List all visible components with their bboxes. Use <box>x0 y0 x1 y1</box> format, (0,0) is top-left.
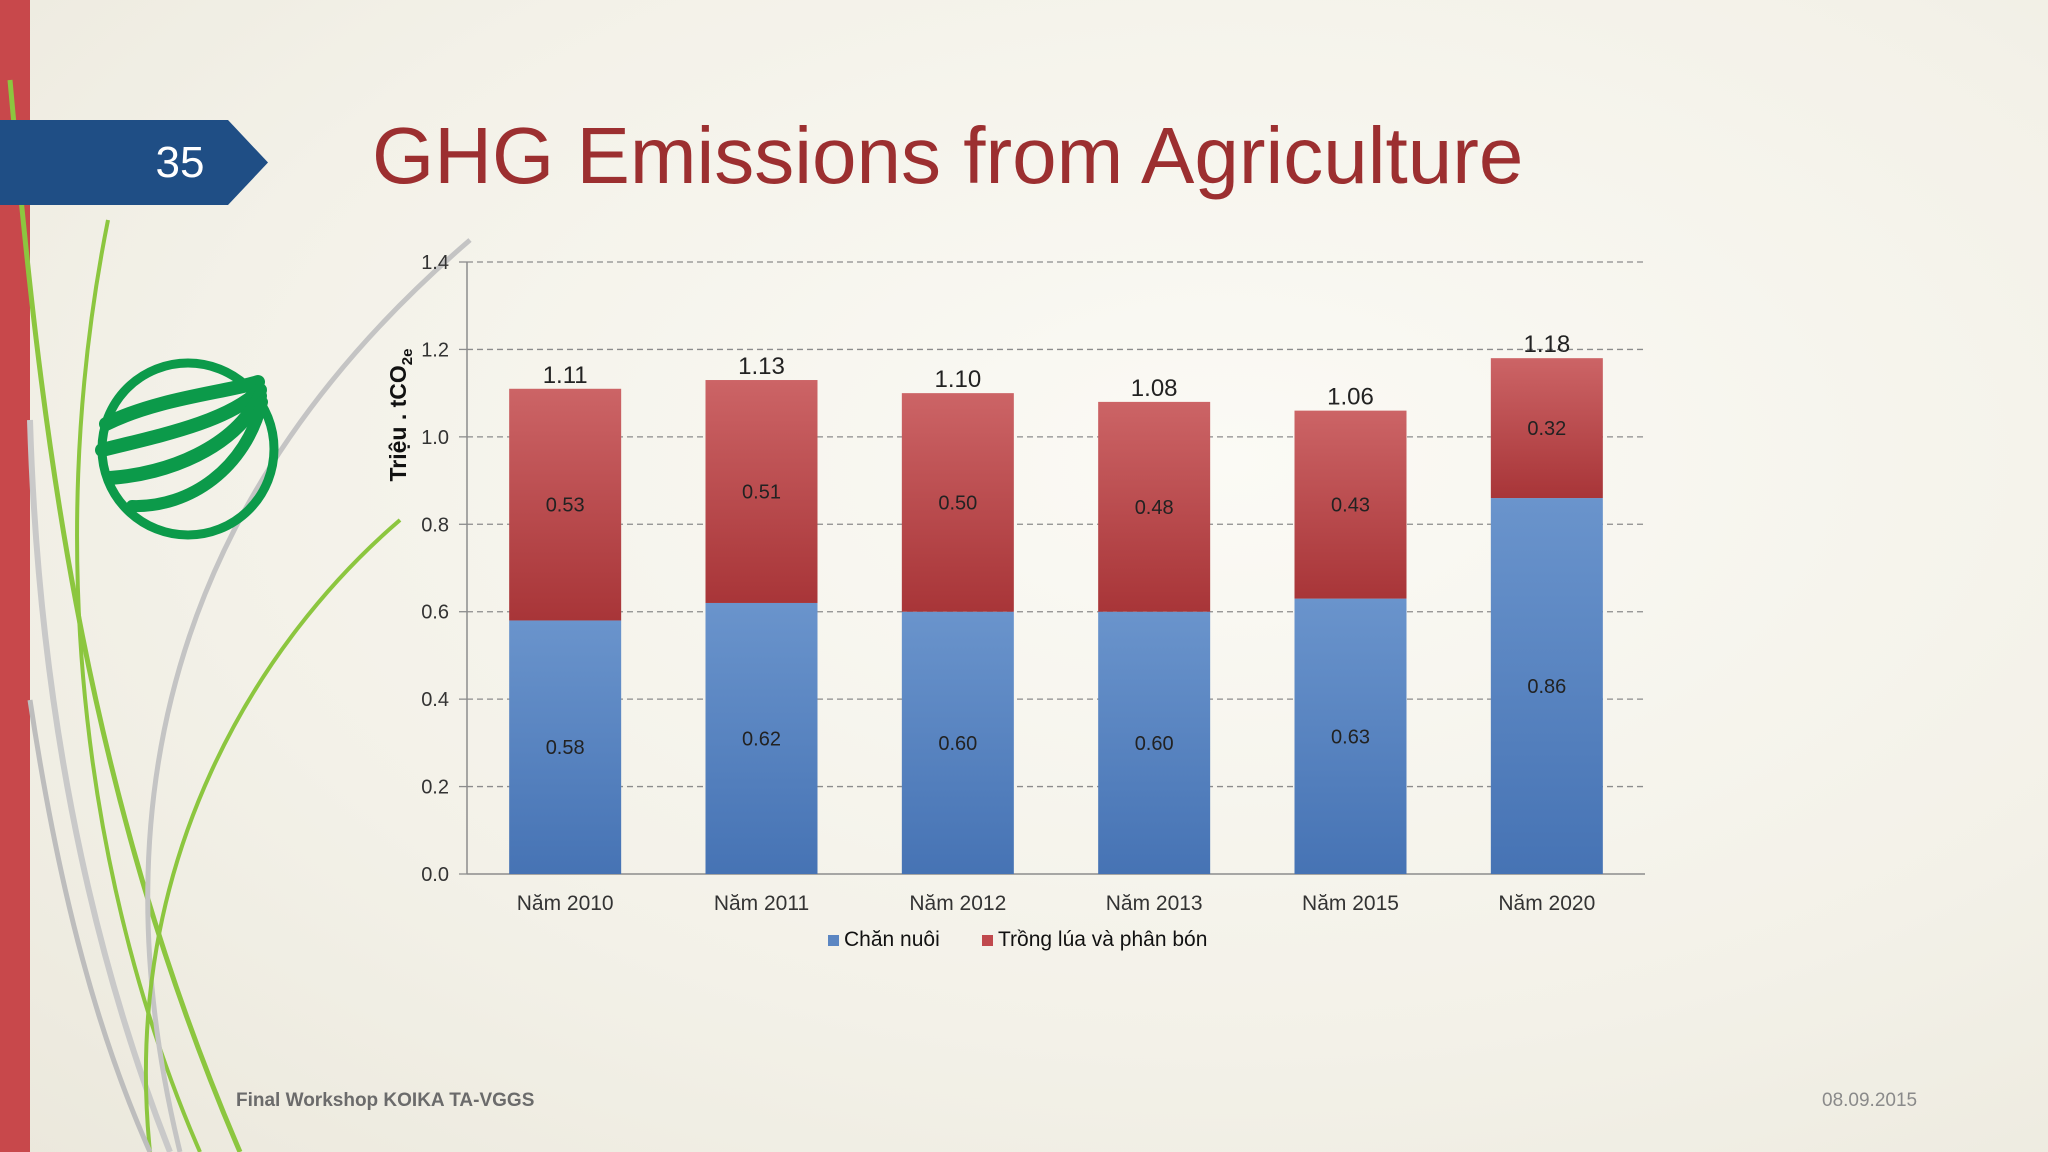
bar-chan-nuoi <box>1490 498 1603 874</box>
swoosh-green-3 <box>144 518 402 1152</box>
bar-total-label: 1.06 <box>1327 384 1374 411</box>
y-tick-label: 0.8 <box>421 514 449 536</box>
y-tick-label: 1.0 <box>421 427 449 449</box>
bar-total-label: 1.13 <box>738 353 785 380</box>
y-axis-label-subscript: 2e <box>399 349 416 366</box>
bar-value-label: 0.62 <box>742 728 781 750</box>
bar-value-label: 0.63 <box>1331 726 1370 748</box>
y-axis-label: Triệu . tCO2e <box>385 349 416 482</box>
chart-axes: 0.0 0.2 0.4 0.6 0.8 1.0 1.2 1.4 Triệu . tCO2e <box>385 252 1645 886</box>
swoosh-grey-2 <box>27 419 173 1152</box>
bar-trong-lua <box>1294 410 1407 599</box>
bar-value-label: 0.86 <box>1527 676 1566 698</box>
bar-total-label: 1.10 <box>934 366 981 393</box>
y-tick-label: 1.2 <box>421 339 449 361</box>
logo <box>95 358 279 540</box>
legend-label: Chăn nuôi <box>844 928 940 951</box>
x-tick-label: Năm 2010 <box>517 892 614 915</box>
x-tick-label: Năm 2020 <box>1498 892 1595 915</box>
bar-value-label: 0.48 <box>1135 497 1174 519</box>
y-axis-label-main: Triệu . tCO <box>385 365 411 481</box>
x-tick-label: Năm 2012 <box>909 892 1006 915</box>
bar-chan-nuoi <box>1098 611 1211 874</box>
y-tick-label: 0.6 <box>421 602 449 624</box>
bar-value-label: 0.43 <box>1331 495 1370 517</box>
bar-chan-nuoi <box>901 611 1014 874</box>
legend-label: Trồng lúa và phân bón <box>998 928 1207 951</box>
bar-value-label: 0.60 <box>938 733 977 755</box>
swoosh-green-1 <box>7 79 243 1152</box>
legend-swatch <box>982 935 993 946</box>
bar-total-label: 1.11 <box>543 362 588 389</box>
slide-title: GHG Emissions from Agriculture <box>372 111 1524 200</box>
y-tick-label: 0.4 <box>421 689 449 711</box>
chart-bars <box>509 358 1603 874</box>
legend-swatch <box>828 935 839 946</box>
bar-value-label: 0.51 <box>742 482 781 504</box>
bar-chan-nuoi <box>1294 598 1407 874</box>
chart-labels: 0.58 0.53 1.11 Năm 2010 0.62 0.51 1.13 Năm 2011… <box>517 331 1596 915</box>
slide-number: 35 <box>155 138 205 187</box>
bar-value-label: 0.58 <box>546 737 585 759</box>
bar-value-label: 0.53 <box>546 495 585 517</box>
bar-value-label: 0.32 <box>1527 418 1566 440</box>
bar-total-label: 1.18 <box>1523 331 1570 358</box>
swoosh-grey-1 <box>145 238 472 1152</box>
bar-total-label: 1.08 <box>1131 375 1178 402</box>
chart-grid <box>467 261 1645 788</box>
bar-trong-lua <box>1098 401 1211 612</box>
footer-date: 08.09.2015 <box>1822 1090 1918 1111</box>
bar-trong-lua <box>705 380 818 603</box>
footer-workshop-name: Final Workshop KOIKA TA-VGGS <box>236 1090 535 1111</box>
y-tick-label: 0.2 <box>421 777 449 799</box>
y-tick-label: 0.0 <box>421 864 449 886</box>
x-tick-label: Năm 2013 <box>1106 892 1203 915</box>
bar-trong-lua <box>901 393 1014 612</box>
chart-legend: Chăn nuôi Trồng lúa và phân bón <box>828 928 1207 951</box>
bar-chan-nuoi <box>509 620 622 874</box>
bar-value-label: 0.50 <box>938 492 977 514</box>
x-tick-label: Năm 2011 <box>714 892 809 915</box>
bar-chan-nuoi <box>705 602 818 874</box>
slide-number-tab <box>0 120 268 205</box>
swoosh-grey-3 <box>27 699 153 1152</box>
bar-trong-lua <box>1490 358 1603 499</box>
bar-value-label: 0.60 <box>1135 733 1174 755</box>
y-tick-label: 1.4 <box>421 252 449 274</box>
bar-trong-lua <box>509 388 622 621</box>
x-tick-label: Năm 2015 <box>1302 892 1399 915</box>
